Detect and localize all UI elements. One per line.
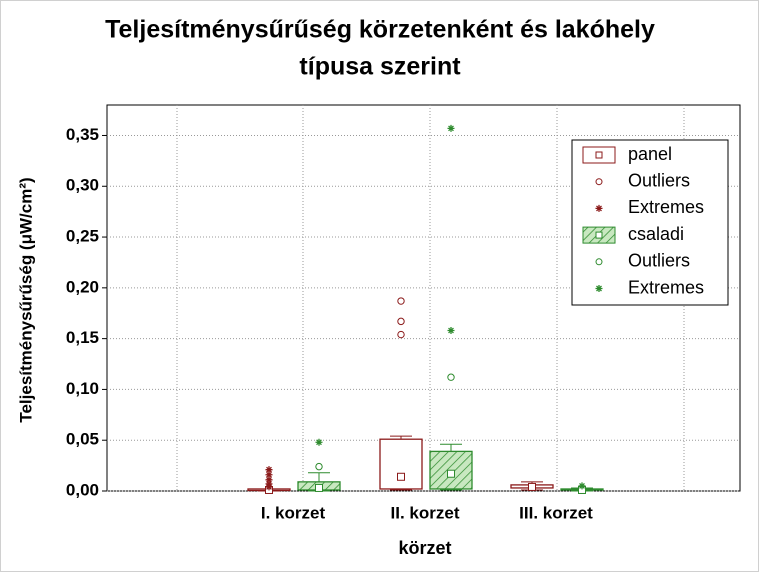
legend: panel Outliers Extremes csaladi Outliers Extr…	[571, 139, 729, 306]
median	[528, 482, 536, 491]
box-group	[297, 438, 341, 492]
legend-label: Outliers	[628, 251, 690, 271]
x-tick-label: I. korzet	[261, 503, 326, 522]
legend-outlier	[595, 178, 603, 186]
extreme-point	[265, 466, 273, 474]
outlier-point	[397, 330, 405, 339]
y-tick-label: 0,25	[66, 227, 99, 246]
extreme-point	[265, 471, 273, 479]
extreme-point	[265, 483, 273, 491]
extreme-point	[315, 438, 323, 446]
median	[397, 472, 405, 481]
y-tick-label: 0,00	[66, 480, 99, 499]
x-tick-label: III. korzet	[519, 503, 593, 522]
y-tick-label: 0,05	[66, 430, 99, 449]
chart-title: Teljesítménysűrűség körzetenként és lakó…	[105, 16, 655, 44]
box-group	[429, 124, 473, 491]
median	[447, 469, 455, 478]
y-tick-label: 0,30	[66, 176, 99, 195]
legend-outlier	[595, 258, 603, 266]
outlier-point	[315, 462, 323, 471]
box-group	[379, 297, 423, 491]
outlier-point	[397, 297, 405, 305]
box-group	[560, 482, 604, 494]
y-tick-label: 0,15	[66, 328, 99, 347]
y-tick-label: 0,20	[66, 277, 99, 296]
legend-label: Outliers	[628, 170, 690, 190]
legend-frame	[571, 139, 729, 306]
y-tick-label: 0,10	[66, 379, 99, 398]
legend-median	[595, 231, 603, 239]
extreme-point	[447, 124, 455, 132]
x-tick-label: II. korzet	[391, 503, 460, 522]
extreme-point	[265, 476, 273, 484]
legend-label: Extremes	[628, 277, 704, 297]
y-axis-label: Teljesítménysűrűség (μW/cm²)	[16, 177, 35, 422]
legend-label: Extremes	[628, 197, 704, 217]
box-group	[510, 481, 554, 491]
outlier-point	[397, 317, 405, 326]
outlier-point	[447, 373, 455, 381]
extreme-point	[447, 327, 455, 335]
x-axis-label: körzet	[398, 538, 451, 558]
legend-extreme	[595, 204, 603, 212]
extreme-point	[578, 482, 586, 490]
median	[315, 483, 323, 492]
legend-median	[595, 151, 603, 159]
box-group	[247, 466, 291, 494]
box	[379, 438, 423, 490]
legend-label: csaladi	[628, 224, 684, 244]
legend-extreme	[595, 285, 603, 292]
y-tick-label: 0,35	[66, 125, 99, 144]
legend-label: panel	[628, 144, 672, 164]
chart-title: típusa szerint	[299, 53, 461, 81]
